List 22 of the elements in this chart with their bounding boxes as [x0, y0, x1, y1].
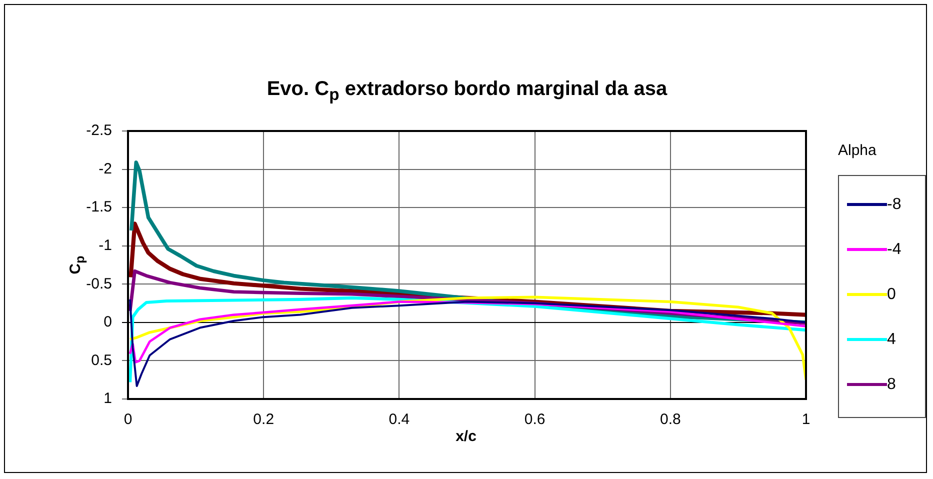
y-tick-label: -1 [98, 237, 112, 254]
y-tick-label: -2 [98, 160, 112, 178]
legend-label: -4 [887, 240, 902, 258]
y-tick-label: -0.5 [86, 275, 112, 292]
legend-label: 4 [887, 330, 896, 348]
y-tick-label: 1 [104, 390, 112, 408]
x-tick-label: 0 [124, 411, 132, 428]
y-tick-label: -2.5 [86, 122, 112, 140]
x-tick-label: 0.6 [524, 411, 546, 428]
legend-title: Alpha [838, 142, 876, 159]
chart-title: Evo. C$_{p}$ extradorso bordo marginal da asa [266, 78, 668, 105]
y-tick-label: 0 [104, 314, 112, 331]
x-tick-label: 0.8 [660, 411, 681, 428]
legend-label: -8 [887, 196, 902, 214]
legend-label: 8 [887, 376, 896, 394]
x-axis-title: x/c [454, 428, 478, 445]
legend-label: 0 [887, 286, 896, 304]
x-tick-label: 1 [802, 411, 810, 428]
x-tick-label: 0.2 [253, 411, 274, 428]
y-tick-label: 0.5 [91, 352, 112, 369]
y-tick-label: -1.5 [86, 198, 112, 216]
x-tick-label: 0.4 [388, 411, 410, 428]
